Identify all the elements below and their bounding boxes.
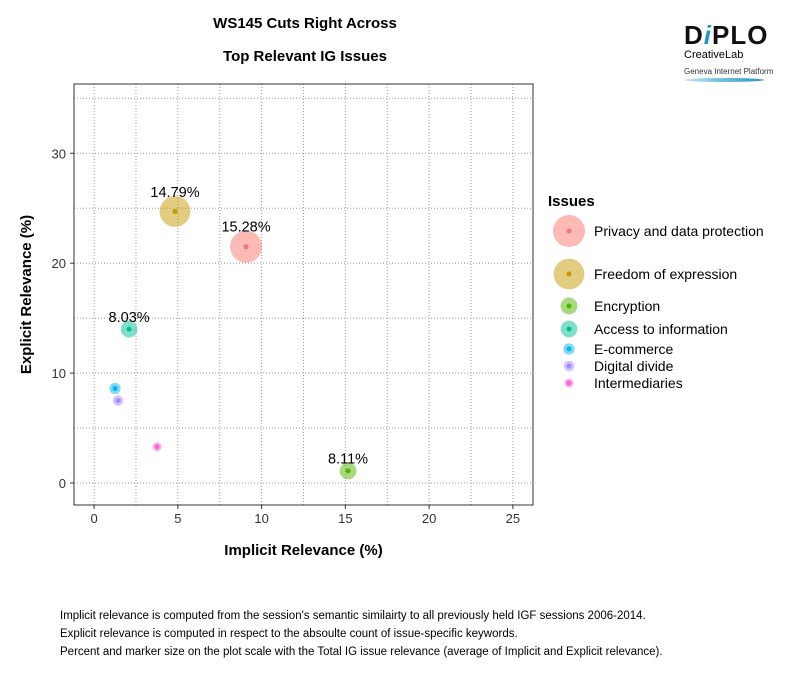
point-label: 15.28% — [221, 220, 270, 236]
x-axis-label: Implicit Relevance (%) — [224, 542, 382, 559]
point-label: 8.03% — [109, 310, 150, 326]
legend-key-center — [566, 326, 572, 332]
x-tick-label: 15 — [338, 511, 352, 526]
y-tick-label: 20 — [52, 256, 66, 271]
logo-swoosh — [684, 78, 764, 82]
plot-border — [73, 83, 534, 506]
x-tick-label: 10 — [254, 511, 268, 526]
legend-key-center — [566, 346, 572, 352]
point-center — [154, 444, 160, 450]
logo-sub: CreativeLab — [684, 49, 744, 61]
legend-label: Access to information — [594, 321, 728, 337]
point-center — [172, 209, 178, 215]
legend-key-center — [566, 380, 572, 386]
y-tick-label: 0 — [59, 476, 66, 491]
x-tick-label: 5 — [174, 511, 181, 526]
legend-key-center — [566, 271, 572, 277]
point-center — [243, 244, 249, 250]
legend-label: E-commerce — [594, 341, 674, 357]
logo-wordmark: DiPLO — [684, 20, 769, 50]
x-tick-label: 20 — [422, 511, 436, 526]
legend-label: Freedom of expression — [594, 266, 737, 282]
footnote-implicit: Implicit relevance is computed from the … — [60, 610, 646, 622]
point-center — [126, 326, 132, 332]
y-tick-label: 30 — [52, 146, 66, 161]
point-label: 8.11% — [328, 451, 368, 467]
footnote-size: Percent and marker size on the plot scal… — [60, 646, 663, 658]
legend-key-center — [566, 363, 572, 369]
chart-subtitle: Top Relevant IG Issues — [223, 48, 387, 65]
legend-key-center — [566, 303, 572, 309]
point-center — [112, 385, 118, 391]
legend-label: Intermediaries — [594, 375, 683, 391]
point-label: 14.79% — [150, 185, 199, 201]
legend-label: Privacy and data protection — [594, 223, 764, 239]
footnotes: Implicit relevance is computed from the … — [60, 607, 663, 661]
legend-label: Digital divide — [594, 358, 674, 374]
legend-title: Issues — [548, 193, 595, 210]
point-center — [115, 398, 121, 404]
logo-tagline: Geneva Internet Platform — [684, 67, 774, 76]
chart-title: WS145 Cuts Right Across — [213, 15, 397, 32]
legend-label: Encryption — [594, 298, 660, 314]
y-tick-label: 10 — [52, 366, 66, 381]
x-tick-label: 25 — [506, 511, 520, 526]
x-tick-label: 0 — [90, 511, 97, 526]
legend-key-center — [566, 228, 572, 234]
scatter-plot: 0 5 10 15 20 25 0 10 20 30 Implicit Relevance (%) E… — [18, 83, 764, 559]
diplo-logo: DiPLO CreativeLab Geneva Internet Platfo… — [684, 22, 774, 82]
y-axis-label: Explicit Relevance (%) — [18, 215, 35, 374]
footnote-explicit: Explicit relevance is computed in respec… — [60, 628, 518, 640]
point-center — [345, 468, 351, 474]
